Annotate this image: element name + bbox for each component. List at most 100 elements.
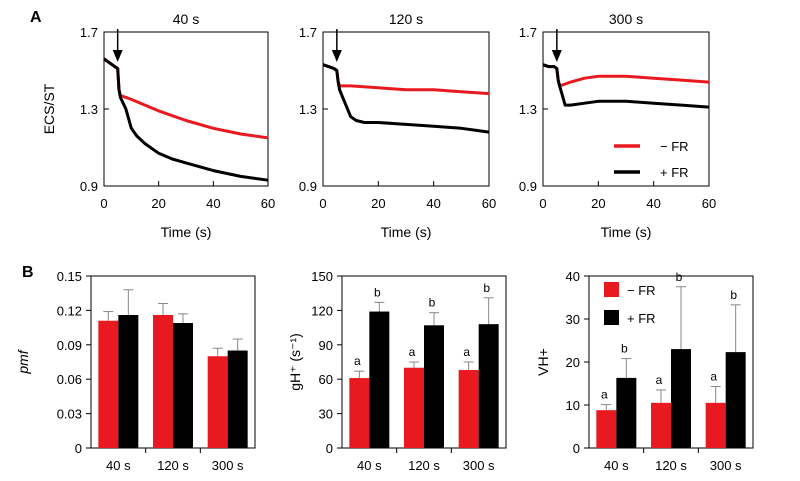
y-tick-label: 0.09 xyxy=(57,338,82,353)
y-tick-label: 60 xyxy=(319,372,333,387)
y-axis-label: gH⁺ (s⁻¹) xyxy=(287,333,303,391)
x-tick-label: 60 xyxy=(482,196,496,211)
bar-plus-fr xyxy=(424,325,444,448)
series-line-minus-fr xyxy=(322,63,490,96)
y-tick-label: 1.7 xyxy=(519,25,537,40)
x-category-label: 300 s xyxy=(212,458,244,473)
y-axis-label: ECS/ST xyxy=(41,83,57,134)
significance-letter: b xyxy=(621,342,628,356)
x-category-label: 40 s xyxy=(106,458,131,473)
significance-letter: b xyxy=(483,281,490,295)
bar-minus-fr xyxy=(207,356,228,448)
x-tick-label: 60 xyxy=(702,196,716,211)
y-tick-label: 120 xyxy=(311,303,333,318)
y-tick-label: 0.9 xyxy=(519,179,537,194)
significance-letter: a xyxy=(656,373,663,387)
x-category-label: 300 s xyxy=(463,458,495,473)
bar-minus-fr xyxy=(404,367,424,448)
line-chart-120s: 0.9 1.3 1.7 0 20 40 60 120 s Time (s) xyxy=(299,11,496,240)
x-tick-label: 20 xyxy=(591,196,605,211)
y-tick-label: 30 xyxy=(566,312,580,327)
arrow-head xyxy=(331,50,342,62)
legend-minus-fr-label: − FR xyxy=(660,139,689,154)
x-tick-label: 40 xyxy=(646,196,660,211)
bar-legend: − FR + FR xyxy=(604,282,656,326)
bar-minus-fr xyxy=(153,314,173,448)
line-chart-40s: 0.9 1.3 1.7 0 20 40 60 40 s Time (s) ECS/ST xyxy=(41,11,275,240)
x-tick-label: 20 xyxy=(371,196,385,211)
x-category-label: 120 s xyxy=(408,458,440,473)
chart-title: 300 s xyxy=(609,11,643,27)
x-axis-label: Time (s) xyxy=(601,224,652,240)
bar-plus-fr xyxy=(369,311,390,448)
y-axis-label: VH+ xyxy=(535,348,551,376)
y-tick-label: 0.9 xyxy=(299,179,317,194)
significance-letter: b xyxy=(374,285,381,299)
significance-letter: a xyxy=(354,354,361,368)
y-tick-label: 90 xyxy=(319,338,333,353)
y-tick-label: 0.06 xyxy=(57,372,82,387)
bar-plus-fr xyxy=(227,350,248,448)
x-category-label: 120 s xyxy=(157,458,189,473)
significance-letter: a xyxy=(710,370,717,384)
plot-frame xyxy=(542,31,710,187)
y-tick-label: 0.15 xyxy=(57,269,82,284)
y-tick-label: 40 xyxy=(566,269,580,284)
x-tick-label: 60 xyxy=(261,196,275,211)
series-line-plus-fr xyxy=(103,57,269,182)
significance-letter: b xyxy=(730,288,737,302)
panel-label-b: B xyxy=(22,264,34,281)
significance-letter: b xyxy=(429,296,436,310)
chart-title: 40 s xyxy=(173,11,199,27)
series-line-plus-fr xyxy=(542,63,710,109)
bar-plus-fr xyxy=(118,314,139,448)
y-tick-label: 10 xyxy=(566,398,580,413)
significance-letter: a xyxy=(601,388,608,402)
bar-plus-fr xyxy=(478,324,499,448)
y-tick-label: 150 xyxy=(311,269,333,284)
y-axis-label: pmf xyxy=(15,348,31,374)
y-tick-label: 0.12 xyxy=(57,303,82,318)
x-tick-label: 20 xyxy=(151,196,165,211)
bar-minus-fr xyxy=(458,370,479,448)
series-line-minus-fr xyxy=(542,63,710,88)
line-chart-300s: 0.9 1.3 1.7 0 20 40 60 300 s Time (s) xyxy=(519,11,716,240)
legend-minus-fr-swatch xyxy=(604,282,619,297)
line-legend: − FR + FR xyxy=(614,139,689,180)
bar-minus-fr xyxy=(705,402,726,448)
y-tick-label: 1.3 xyxy=(519,102,537,117)
y-tick-label: 30 xyxy=(319,407,333,422)
bar-plus-fr xyxy=(671,349,691,448)
x-tick-label: 40 xyxy=(206,196,220,211)
bar-chart-pmf: 0 0.03 0.06 0.09 0.12 0.15 40 s 120 s 300 s pmf xyxy=(15,269,256,473)
y-tick-label: 1.3 xyxy=(80,102,98,117)
x-tick-label: 40 xyxy=(426,196,440,211)
significance-letter: a xyxy=(409,345,416,359)
y-tick-label: 0 xyxy=(326,441,333,456)
significance-letter: a xyxy=(463,345,470,359)
series-line-minus-fr xyxy=(103,57,269,140)
bar-plus-fr xyxy=(173,323,193,448)
x-category-label: 40 s xyxy=(357,458,382,473)
arrow-head xyxy=(551,50,562,62)
bar-minus-fr xyxy=(651,402,671,448)
bar-chart-gh: 0 30 60 90 120 150 40 s a b 120 s a b 300 s a b gH⁺ (s⁻… xyxy=(287,269,507,473)
series-line-plus-fr xyxy=(322,63,490,134)
x-category-label: 300 s xyxy=(710,458,742,473)
arrow-head xyxy=(112,50,123,62)
significance-letter: b xyxy=(676,270,683,284)
y-tick-label: 0 xyxy=(573,441,580,456)
x-category-label: 40 s xyxy=(604,458,629,473)
bar-plus-fr xyxy=(616,377,637,448)
x-axis-label: Time (s) xyxy=(161,224,212,240)
x-axis-label: Time (s) xyxy=(381,224,432,240)
y-tick-label: 0.9 xyxy=(80,179,98,194)
x-category-label: 120 s xyxy=(655,458,687,473)
legend-minus-fr-label-bar: − FR xyxy=(627,283,656,298)
x-tick-label: 0 xyxy=(319,196,326,211)
bar-chart-vh: 0 10 20 30 40 40 s a b 120 s a b 300 s a b VH+ xyxy=(535,269,754,473)
x-tick-label: 0 xyxy=(100,196,107,211)
bar-minus-fr xyxy=(98,320,119,448)
legend-plus-fr-swatch xyxy=(604,310,619,325)
